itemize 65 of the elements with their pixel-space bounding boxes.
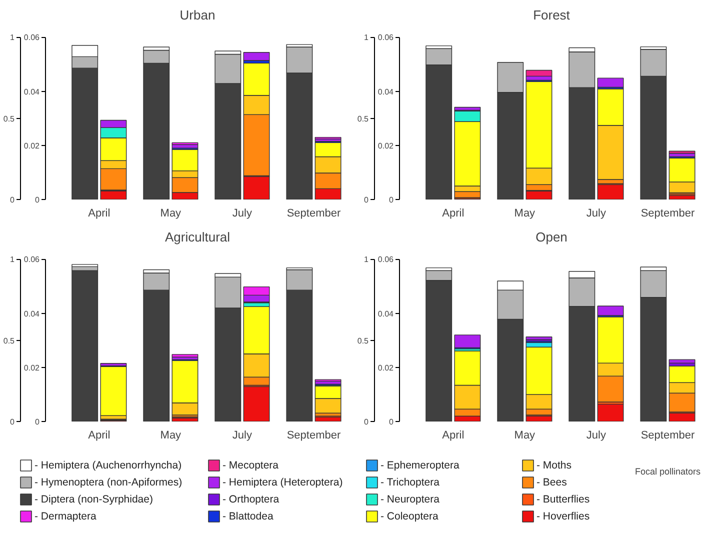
y-tick-label: 0.5 [357,336,370,346]
y2-tick-label: 0.04 [378,87,394,96]
chart-title: Open [536,230,568,244]
x-tick-label: May [514,208,536,220]
legend-label: - Hemiptera (Heteroptera) [222,476,343,488]
legend-label: - Hymenoptera (non-Apiformes) [34,476,182,488]
y2-tick-label: 0 [389,418,394,426]
legend-label: - Moths [536,460,572,472]
legend-label: - Ephemeroptera [380,460,460,472]
chart-title: Forest [533,8,570,22]
y-tick-label: 1 [10,33,16,42]
y2-tick-label: 0.06 [24,255,40,264]
y2-tick-label: 0.06 [378,33,394,42]
x-tick-label: April [88,430,110,442]
y2-tick-label: 0.02 [378,141,394,150]
y-tick-label: 0.5 [3,336,16,346]
legend-label: - Bees [536,476,567,488]
y2-tick-label: 0 [35,196,40,204]
legend-label: - Blattodea [222,510,274,522]
x-tick-label: July [232,430,252,442]
legend-label: - Hemiptera (Auchenorrhyncha) [34,460,182,472]
x-tick-label: April [442,208,464,220]
legend-label: - Hoverflies [536,510,590,522]
y-tick-label: 0 [10,418,16,426]
x-tick-label: April [88,208,110,220]
y2-tick-label: 0.04 [24,87,40,96]
legend-label: - Dermaptera [34,510,97,522]
y2-tick-label: 0.02 [24,141,40,150]
y-tick-label: 0.5 [3,114,16,124]
x-tick-label: July [586,208,606,220]
legend-label: - Diptera (non-Syrphidae) [34,494,153,506]
y2-tick-label: 0.04 [378,309,394,318]
y-tick-label: 0 [364,196,370,204]
legend-label: - Neuroptera [380,494,440,506]
x-tick-label: September [640,430,695,442]
x-tick-label: July [232,208,252,220]
y-tick-label: 1 [364,255,370,264]
y2-tick-label: 0 [389,196,394,204]
y2-tick-label: 0.04 [24,309,40,318]
legend-label: - Butterflies [536,494,590,506]
legend-label: - Orthoptera [222,494,280,506]
chart-title: Urban [180,8,216,22]
y2-tick-label: 0 [35,418,40,426]
legend-label: - Trichoptera [380,476,440,488]
y2-tick-label: 0.02 [378,363,394,372]
y-tick-label: 0.5 [357,114,370,124]
chart-title: Agricultural [164,230,230,244]
y-tick-label: 0 [10,196,16,204]
y2-tick-label: 0.06 [378,255,394,264]
x-tick-label: May [160,430,182,442]
x-tick-label: September [286,430,341,442]
legend-label: - Mecoptera [222,460,279,472]
legend-label: - Coleoptera [380,510,438,522]
x-tick-label: May [160,208,182,220]
y-tick-label: 1 [10,255,16,264]
y2-tick-label: 0.06 [24,33,40,42]
x-tick-label: July [586,430,606,442]
y-tick-label: 1 [364,33,370,42]
y2-tick-label: 0.02 [24,363,40,372]
y-tick-label: 0 [364,418,370,426]
text: Focal pollinators [634,466,701,476]
x-tick-label: September [286,208,341,220]
x-tick-label: May [514,430,536,442]
x-tick-label: September [640,208,695,220]
x-tick-label: April [442,430,464,442]
